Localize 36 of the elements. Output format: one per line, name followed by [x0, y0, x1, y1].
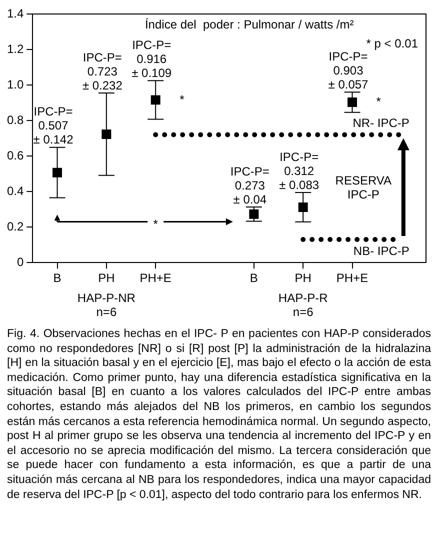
- y-tick-label: 0.8: [6, 112, 24, 127]
- data-label: IPC-P= 0.273 ± 0.04: [230, 164, 270, 206]
- y-tick-label: 1.4: [6, 6, 24, 20]
- point: [102, 129, 112, 139]
- chart-title: Índice del poder : Pulmonar / watts /m²: [144, 17, 354, 32]
- data-label: IPC-P= 0.507 ± 0.142: [33, 104, 74, 147]
- text: HAP-P-R n=6: [278, 290, 328, 319]
- data-label: IPC-P= 0.916 ± 0.109: [132, 38, 172, 80]
- point: [348, 98, 357, 107]
- data-label: IPC-P= 0.723 ± 0.232: [82, 50, 123, 92]
- series-label: NR- IPC-P: [352, 116, 410, 130]
- x-tick-label: B: [53, 271, 62, 286]
- y-tick-label: 0.2: [6, 219, 24, 234]
- annotation: * p < 0.01: [366, 36, 418, 50]
- y-tick-label: 0: [16, 254, 24, 269]
- point: [150, 95, 160, 105]
- x-tick-label: PH+E: [336, 271, 368, 286]
- x-tick-label: PH: [294, 271, 312, 286]
- y-tick-label: 1.2: [6, 42, 24, 56]
- y-tick-label: 1.0: [6, 77, 24, 92]
- text: Fig. 4. Observaciones hechas en el IPC- P en pacientes con HAP-P considerados como no respondedores [NR] o si [R] post [P] la administración de la hidralazina [H] en la situación basal y en el ejercicio [E], mas bajo el efecto o la acción de esta medicación. Como primer punto, hay una diferencia estadística significativa en la situación basal [B] en cuanto a los valores calculados del IPC-P entre ambas cohortes, estando más alejados del NB los primeros, en cambio los segundos están más cercanos a esta referencia hemodinámica normal. Un segundo aspecto, post H al primer grupo se les observa una tendencia al incremento del IPC-P y en el accesorio no se aprecia modificación del mismo. La tercera consideración que se puede hacer con fundamento a esta información, es que a partir de una situación más cercana al NB para los respondedores, indica una mayor capacidad de reserva del IPC-P [p < 0.01], aspecto del todo contrario para los enfermos NR.: [7, 328, 431, 501]
- text: HAP-P-NR n=6: [77, 290, 136, 319]
- annotation: *: [180, 92, 185, 106]
- x-tick-label: B: [250, 271, 258, 286]
- series-label: NB- IPC-P: [353, 244, 410, 258]
- annotation: *: [376, 94, 382, 109]
- annotation: *: [153, 217, 158, 232]
- y-tick-label: 0.4: [6, 184, 24, 198]
- x-tick-label: PH+E: [140, 271, 172, 286]
- x-tick-label: PH: [98, 271, 115, 286]
- y-tick-label: 0.6: [6, 148, 24, 162]
- data-label: IPC-P= 0.312 ± 0.083: [279, 150, 320, 192]
- data-label: IPC-P= 0.903 ± 0.057: [328, 49, 369, 92]
- annotation: RESERVA IPC-P: [335, 173, 392, 202]
- point: [52, 168, 62, 178]
- point: [298, 202, 308, 212]
